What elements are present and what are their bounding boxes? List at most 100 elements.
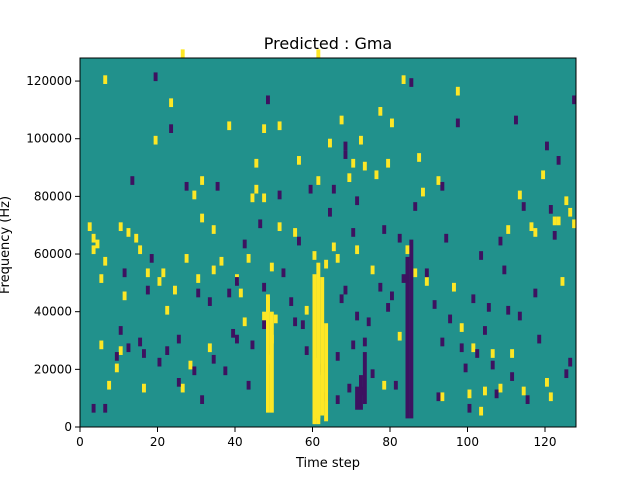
heatmap-cell-low xyxy=(196,288,201,298)
heatmap-cell-low xyxy=(409,239,414,419)
heatmap-cell-low xyxy=(118,326,123,335)
heatmap-cell-low xyxy=(498,236,503,246)
heatmap-cell-high xyxy=(351,158,356,168)
heatmap-cell-low xyxy=(545,141,549,151)
heatmap-cell-low xyxy=(122,268,127,278)
heatmap-cell-high xyxy=(397,331,402,341)
y-axis: 0 20000 40000 60000 80000 100000 120000 xyxy=(26,74,80,434)
heatmap-cell-low xyxy=(138,337,143,347)
heatmap-cell-low xyxy=(572,95,577,105)
heatmap-cell-low xyxy=(343,141,348,151)
heatmap-cell-high xyxy=(269,311,274,413)
heatmap-cell-low xyxy=(362,352,367,404)
heatmap-cell-low xyxy=(475,349,480,358)
heatmap-cell-low xyxy=(331,184,336,194)
heatmap-cell-high xyxy=(405,245,410,255)
heatmap-cell-high xyxy=(277,121,282,131)
heatmap-cell-high xyxy=(572,219,577,229)
x-axis-label: Time step xyxy=(295,456,360,471)
heatmap-cell-low xyxy=(235,277,239,286)
heatmap-cell-high xyxy=(262,124,267,133)
heatmap-cell-high xyxy=(242,317,247,327)
y-tick-label: 0 xyxy=(64,420,72,434)
heatmap-cell-high xyxy=(312,357,317,425)
heatmap-cell-high xyxy=(459,323,464,332)
heatmap-cell-low xyxy=(297,236,301,246)
heatmap-cell-high xyxy=(548,392,553,402)
x-tick-label: 100 xyxy=(456,435,479,449)
heatmap-cell-high xyxy=(498,383,503,393)
heatmap-cell-high xyxy=(355,245,360,255)
heatmap-cell-low xyxy=(192,366,197,376)
heatmap-cell-low xyxy=(440,181,445,191)
heatmap-cell-high xyxy=(138,245,143,255)
heatmap-cell-low xyxy=(432,300,437,309)
heatmap-cell-low xyxy=(378,282,383,292)
heatmap-cell-high xyxy=(335,254,340,263)
heatmap-cell-high xyxy=(184,254,189,263)
heatmap-cell-low xyxy=(548,205,553,214)
x-tick-label: 0 xyxy=(76,435,84,449)
heatmap-cell-high xyxy=(316,176,321,185)
y-tick-label: 120000 xyxy=(26,74,72,88)
heatmap-cell-high xyxy=(455,86,460,96)
heatmap-cell-high xyxy=(312,251,317,260)
heatmap-cell-high xyxy=(378,107,383,116)
heatmap-cell-low xyxy=(277,190,282,200)
heatmap-cell-high xyxy=(324,323,329,422)
heatmap-cell-high xyxy=(312,274,317,419)
heatmap-cell-low xyxy=(386,303,391,312)
heatmap-cell-low xyxy=(91,403,96,413)
plot-frame xyxy=(79,57,577,428)
heatmap-cell-high xyxy=(180,383,185,393)
heatmap-cell-low xyxy=(510,372,515,381)
y-tick-label: 20000 xyxy=(34,362,72,376)
heatmap-cell-high xyxy=(390,118,394,128)
heatmap-cell-high xyxy=(122,291,127,301)
heatmap-cell-low xyxy=(494,389,499,399)
heatmap-cell-low xyxy=(533,288,538,298)
heatmap-cell-low xyxy=(355,196,360,206)
heatmap-cell-high xyxy=(114,363,119,373)
heatmap-cell-high xyxy=(560,277,565,286)
y-axis-label: Frequency (Hz) xyxy=(0,196,13,294)
heatmap-cell-low xyxy=(351,228,356,237)
heatmap-cell-high xyxy=(180,49,185,59)
heatmap-cell-low xyxy=(207,297,212,306)
heatmap-cell-low xyxy=(444,233,449,243)
heatmap-cell-low xyxy=(126,343,131,353)
y-tick-label: 60000 xyxy=(34,247,72,261)
heatmap-cell-low xyxy=(211,354,216,364)
heatmap-cell-low xyxy=(448,314,453,324)
heatmap-cell-high xyxy=(556,216,561,226)
heatmap-cell-low xyxy=(401,274,406,283)
heatmap-cell-high xyxy=(370,265,375,275)
heatmap-cell-low xyxy=(355,386,360,410)
heatmap-cell-high xyxy=(382,380,387,390)
heatmap-cell-high xyxy=(467,389,472,399)
y-tick-label: 80000 xyxy=(34,189,72,203)
heatmap-cell-high xyxy=(266,297,270,413)
heatmap-cell-low xyxy=(486,303,491,312)
x-tick-label: 80 xyxy=(382,435,397,449)
heatmap-cell-high xyxy=(413,268,418,278)
heatmap-cell-low xyxy=(366,317,371,327)
heatmap-cell-high xyxy=(304,305,309,315)
heatmap-cell-low xyxy=(103,403,108,413)
heatmap-cell-high xyxy=(529,222,534,232)
heatmap-cell-low xyxy=(459,343,464,353)
heatmap-cell-low xyxy=(502,265,507,275)
heatmap-cell-low xyxy=(517,311,522,321)
heatmap-cell-high xyxy=(207,343,212,353)
heatmap-cell-low xyxy=(362,337,367,347)
heatmap-cell-low xyxy=(355,311,360,321)
heatmap-cell-high xyxy=(401,75,406,84)
heatmap-cell-low xyxy=(153,72,158,82)
heatmap-cell-high xyxy=(316,262,321,419)
heatmap-cell-low xyxy=(335,352,340,361)
heatmap-cell-high xyxy=(328,138,332,148)
heatmap-cell-high xyxy=(246,254,251,263)
heatmap-cell-low xyxy=(390,291,394,301)
x-tick-label: 120 xyxy=(534,435,557,449)
